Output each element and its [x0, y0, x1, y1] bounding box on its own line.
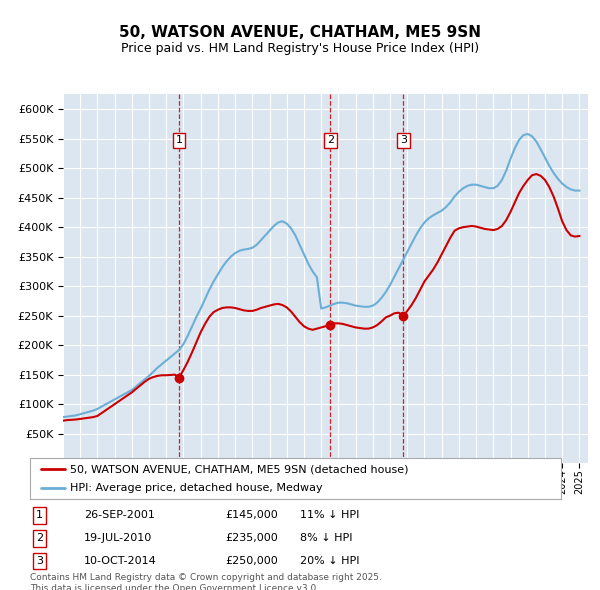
Text: Contains HM Land Registry data © Crown copyright and database right 2025.
This d: Contains HM Land Registry data © Crown c…	[30, 573, 382, 590]
Text: £235,000: £235,000	[226, 533, 278, 543]
Text: Price paid vs. HM Land Registry's House Price Index (HPI): Price paid vs. HM Land Registry's House …	[121, 42, 479, 55]
Text: £145,000: £145,000	[226, 510, 278, 520]
Text: 26-SEP-2001: 26-SEP-2001	[84, 510, 155, 520]
Text: 8% ↓ HPI: 8% ↓ HPI	[300, 533, 353, 543]
Text: 1: 1	[176, 136, 182, 146]
Text: 2: 2	[36, 533, 43, 543]
Text: 1: 1	[36, 510, 43, 520]
Text: 2: 2	[327, 136, 334, 146]
Text: 10-OCT-2014: 10-OCT-2014	[84, 556, 157, 566]
Text: 3: 3	[400, 136, 407, 146]
Text: £250,000: £250,000	[226, 556, 278, 566]
Text: 50, WATSON AVENUE, CHATHAM, ME5 9SN: 50, WATSON AVENUE, CHATHAM, ME5 9SN	[119, 25, 481, 40]
Text: 50, WATSON AVENUE, CHATHAM, ME5 9SN (detached house): 50, WATSON AVENUE, CHATHAM, ME5 9SN (det…	[70, 464, 409, 474]
Text: 11% ↓ HPI: 11% ↓ HPI	[300, 510, 359, 520]
Text: 3: 3	[36, 556, 43, 566]
Text: HPI: Average price, detached house, Medway: HPI: Average price, detached house, Medw…	[70, 483, 322, 493]
Text: 20% ↓ HPI: 20% ↓ HPI	[300, 556, 359, 566]
Text: 19-JUL-2010: 19-JUL-2010	[84, 533, 152, 543]
